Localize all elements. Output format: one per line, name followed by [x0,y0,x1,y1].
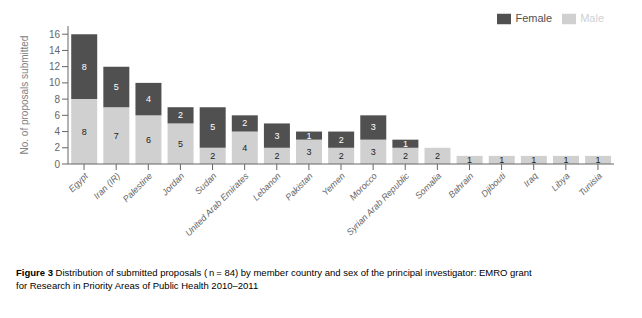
svg-text:1: 1 [307,131,312,141]
svg-text:0: 0 [54,159,60,170]
svg-text:Syrian Arab Republic: Syrian Arab Republic [345,171,412,238]
svg-text:Pakistan: Pakistan [283,171,314,202]
svg-text:3: 3 [371,147,376,157]
svg-text:4: 4 [242,143,247,153]
svg-text:1: 1 [596,155,601,165]
svg-text:Iran (IR): Iran (IR) [92,171,122,201]
svg-text:5: 5 [210,122,215,132]
svg-text:2: 2 [339,151,344,161]
svg-text:Palestine: Palestine [121,171,154,204]
svg-text:2: 2 [178,110,183,120]
svg-text:1: 1 [499,155,504,165]
svg-text:4: 4 [146,94,151,104]
svg-text:3: 3 [274,131,279,141]
svg-text:5: 5 [178,139,183,149]
svg-text:4: 4 [54,126,60,137]
svg-text:1: 1 [403,139,408,149]
svg-text:Sudan: Sudan [193,171,218,196]
svg-text:United Arab Emirates: United Arab Emirates [183,171,251,239]
svg-text:2: 2 [403,151,408,161]
svg-text:8: 8 [82,62,87,72]
svg-text:Egypt: Egypt [67,171,91,195]
svg-text:No. of proposals submitted: No. of proposals submitted [19,36,30,155]
svg-text:2: 2 [210,151,215,161]
svg-text:2: 2 [339,135,344,145]
svg-text:2: 2 [274,151,279,161]
svg-text:2: 2 [435,151,440,161]
svg-text:8: 8 [54,94,60,105]
svg-text:6: 6 [54,110,60,121]
svg-text:Somalia: Somalia [413,171,443,201]
svg-text:12: 12 [49,61,61,72]
svg-text:2: 2 [54,142,60,153]
svg-text:6: 6 [146,135,151,145]
svg-text:Morocco: Morocco [348,171,379,202]
svg-text:10: 10 [49,77,61,88]
svg-text:Bahrain: Bahrain [446,171,475,200]
svg-text:Libya: Libya [549,171,571,193]
svg-text:3: 3 [371,122,376,132]
svg-text:1: 1 [531,155,536,165]
svg-text:16: 16 [49,29,61,40]
svg-text:Yemen: Yemen [320,171,347,198]
svg-text:2: 2 [242,118,247,128]
svg-text:14: 14 [49,45,61,56]
html-text:Female: Female [515,12,553,24]
svg-text:Djibouti: Djibouti [479,170,508,199]
svg-text:7: 7 [114,131,119,141]
svg-text:Tunisia: Tunisia [577,171,604,198]
svg-text:1: 1 [467,155,472,165]
svg-text:3: 3 [307,147,312,157]
svg-text:Jordan: Jordan [159,171,186,198]
html-text:Figure 3 Distribution of submi: Figure 3 Distribution of submitted propo… [16,267,532,291]
svg-text:1: 1 [563,155,568,165]
svg-text:8: 8 [82,127,87,137]
svg-text:Iraq: Iraq [522,171,540,189]
svg-text:5: 5 [114,82,119,92]
svg-text:Lebanon: Lebanon [251,171,283,203]
html-text:Male: Male [580,12,604,24]
